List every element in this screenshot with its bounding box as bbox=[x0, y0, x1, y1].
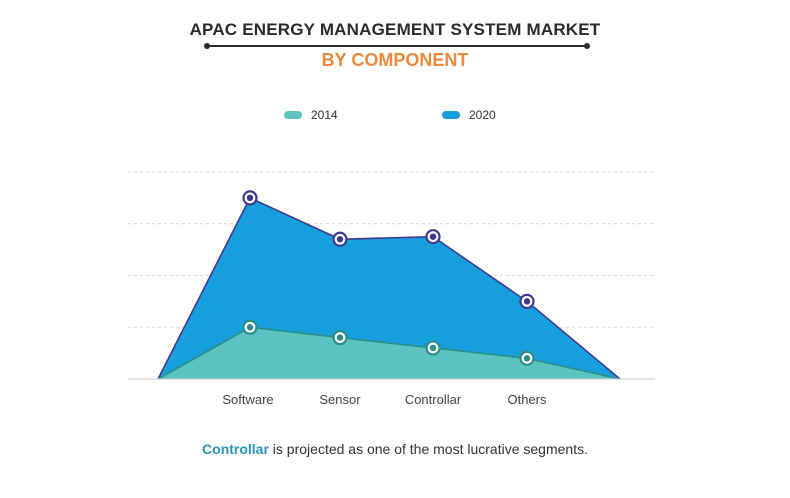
legend-swatch-2014 bbox=[284, 111, 302, 119]
x-tick-label-controllar: Controllar bbox=[405, 392, 462, 407]
legend-item-2014: 2014 bbox=[284, 107, 338, 123]
data-point-core-2014 bbox=[429, 344, 437, 352]
series-area-2014 bbox=[158, 327, 620, 379]
x-tick-label-software: Software bbox=[222, 392, 273, 407]
legend-label-2014: 2014 bbox=[311, 108, 338, 122]
legend-swatch-2020 bbox=[442, 111, 460, 119]
series-line-2020 bbox=[157, 196, 621, 380]
caption-highlight: Controllar bbox=[202, 441, 269, 457]
data-point-core-2020 bbox=[523, 298, 531, 305]
data-point-core-2014 bbox=[246, 324, 254, 331]
caption-text: is projected as one of the most lucrativ… bbox=[268, 441, 588, 457]
data-point-core-2014 bbox=[336, 334, 344, 341]
chart-caption: Controllar is projected as one of the mo… bbox=[0, 441, 790, 457]
data-point-core-2020 bbox=[429, 233, 437, 240]
title-divider bbox=[204, 43, 590, 49]
data-point-core-2020 bbox=[336, 236, 344, 243]
series-line-2014 bbox=[157, 326, 621, 380]
legend-label-2020: 2020 bbox=[469, 108, 496, 122]
chart-subtitle: BY COMPONENT bbox=[321, 50, 469, 70]
data-point-core-2014 bbox=[523, 355, 531, 362]
chart-title: APAC ENERGY MANAGEMENT SYSTEM MARKET bbox=[189, 20, 601, 39]
x-tick-label-others: Others bbox=[507, 392, 547, 407]
x-tick-label-sensor: Sensor bbox=[319, 392, 361, 407]
data-point-core-2020 bbox=[246, 194, 254, 202]
legend-item-2020: 2020 bbox=[442, 107, 496, 123]
